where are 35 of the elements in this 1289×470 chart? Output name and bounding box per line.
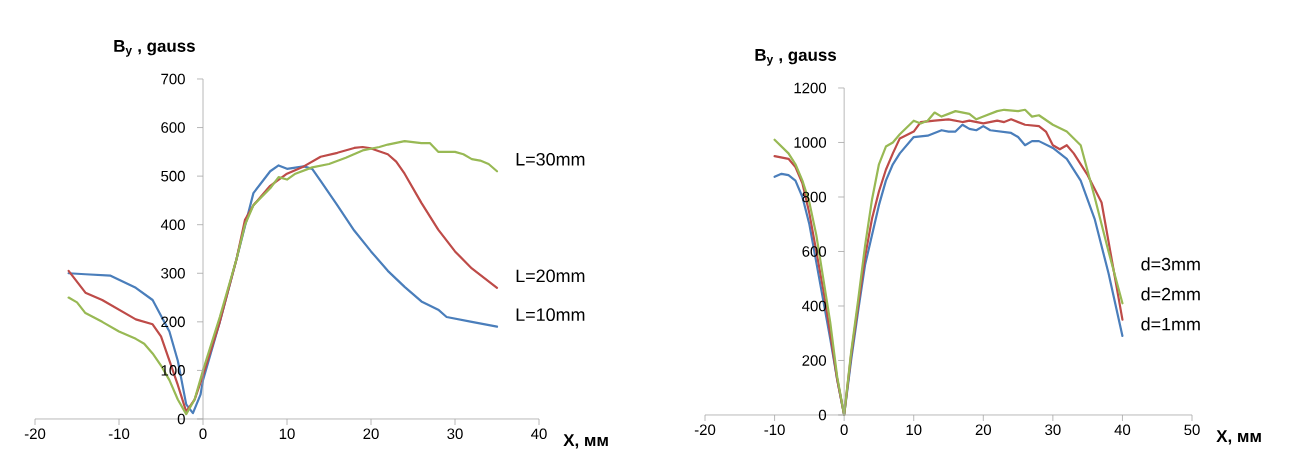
y-axis-title: B$_{y}$ , gauss (114, 40, 195, 57)
series-label: d=2mm (1141, 287, 1200, 301)
x-axis-title: X, мм (1216, 430, 1261, 445)
series-label: L=30mm (516, 152, 585, 166)
y-tick-label: 200 (802, 355, 827, 366)
y-tick-label: 0 (818, 409, 827, 421)
series-label: d=1mm (1141, 317, 1200, 331)
x-tick-label: 30 (447, 428, 463, 440)
x-tick-label: 0 (199, 428, 207, 440)
y-tick-label: 400 (160, 219, 185, 230)
x-tick-label: -10 (764, 424, 785, 436)
x-tick-label: 10 (906, 424, 922, 436)
x-tick-label: 40 (1114, 424, 1131, 436)
x-tick-label: 10 (279, 428, 295, 440)
y-tick-label: 700 (161, 73, 185, 85)
x-tick-label: 0 (840, 424, 848, 436)
y-tick-label: 300 (161, 267, 185, 279)
series-label: L=10mm (516, 308, 585, 322)
series-label: d=3mm (1141, 257, 1200, 271)
x-tick-label: 20 (975, 424, 992, 436)
y-tick-label: 1200 (794, 82, 827, 94)
y-tick-label: 600 (161, 122, 185, 133)
series-label: L=20mm (516, 269, 585, 283)
x-tick-label: 30 (1045, 424, 1061, 436)
x-tick-label: -20 (24, 428, 46, 440)
x-tick-label: -10 (108, 428, 130, 440)
x-axis-title: X, мм (563, 434, 608, 449)
x-tick-label: -20 (694, 424, 716, 436)
x-tick-label: 40 (531, 428, 547, 440)
y-tick-label: 0 (177, 413, 185, 425)
x-tick-label: 50 (1184, 424, 1200, 436)
y-axis-title: B$_{y}$ , gauss (755, 49, 837, 66)
y-tick-label: 500 (161, 170, 185, 182)
x-tick-label: 20 (363, 428, 379, 440)
y-tick-label: 1000 (794, 137, 827, 148)
